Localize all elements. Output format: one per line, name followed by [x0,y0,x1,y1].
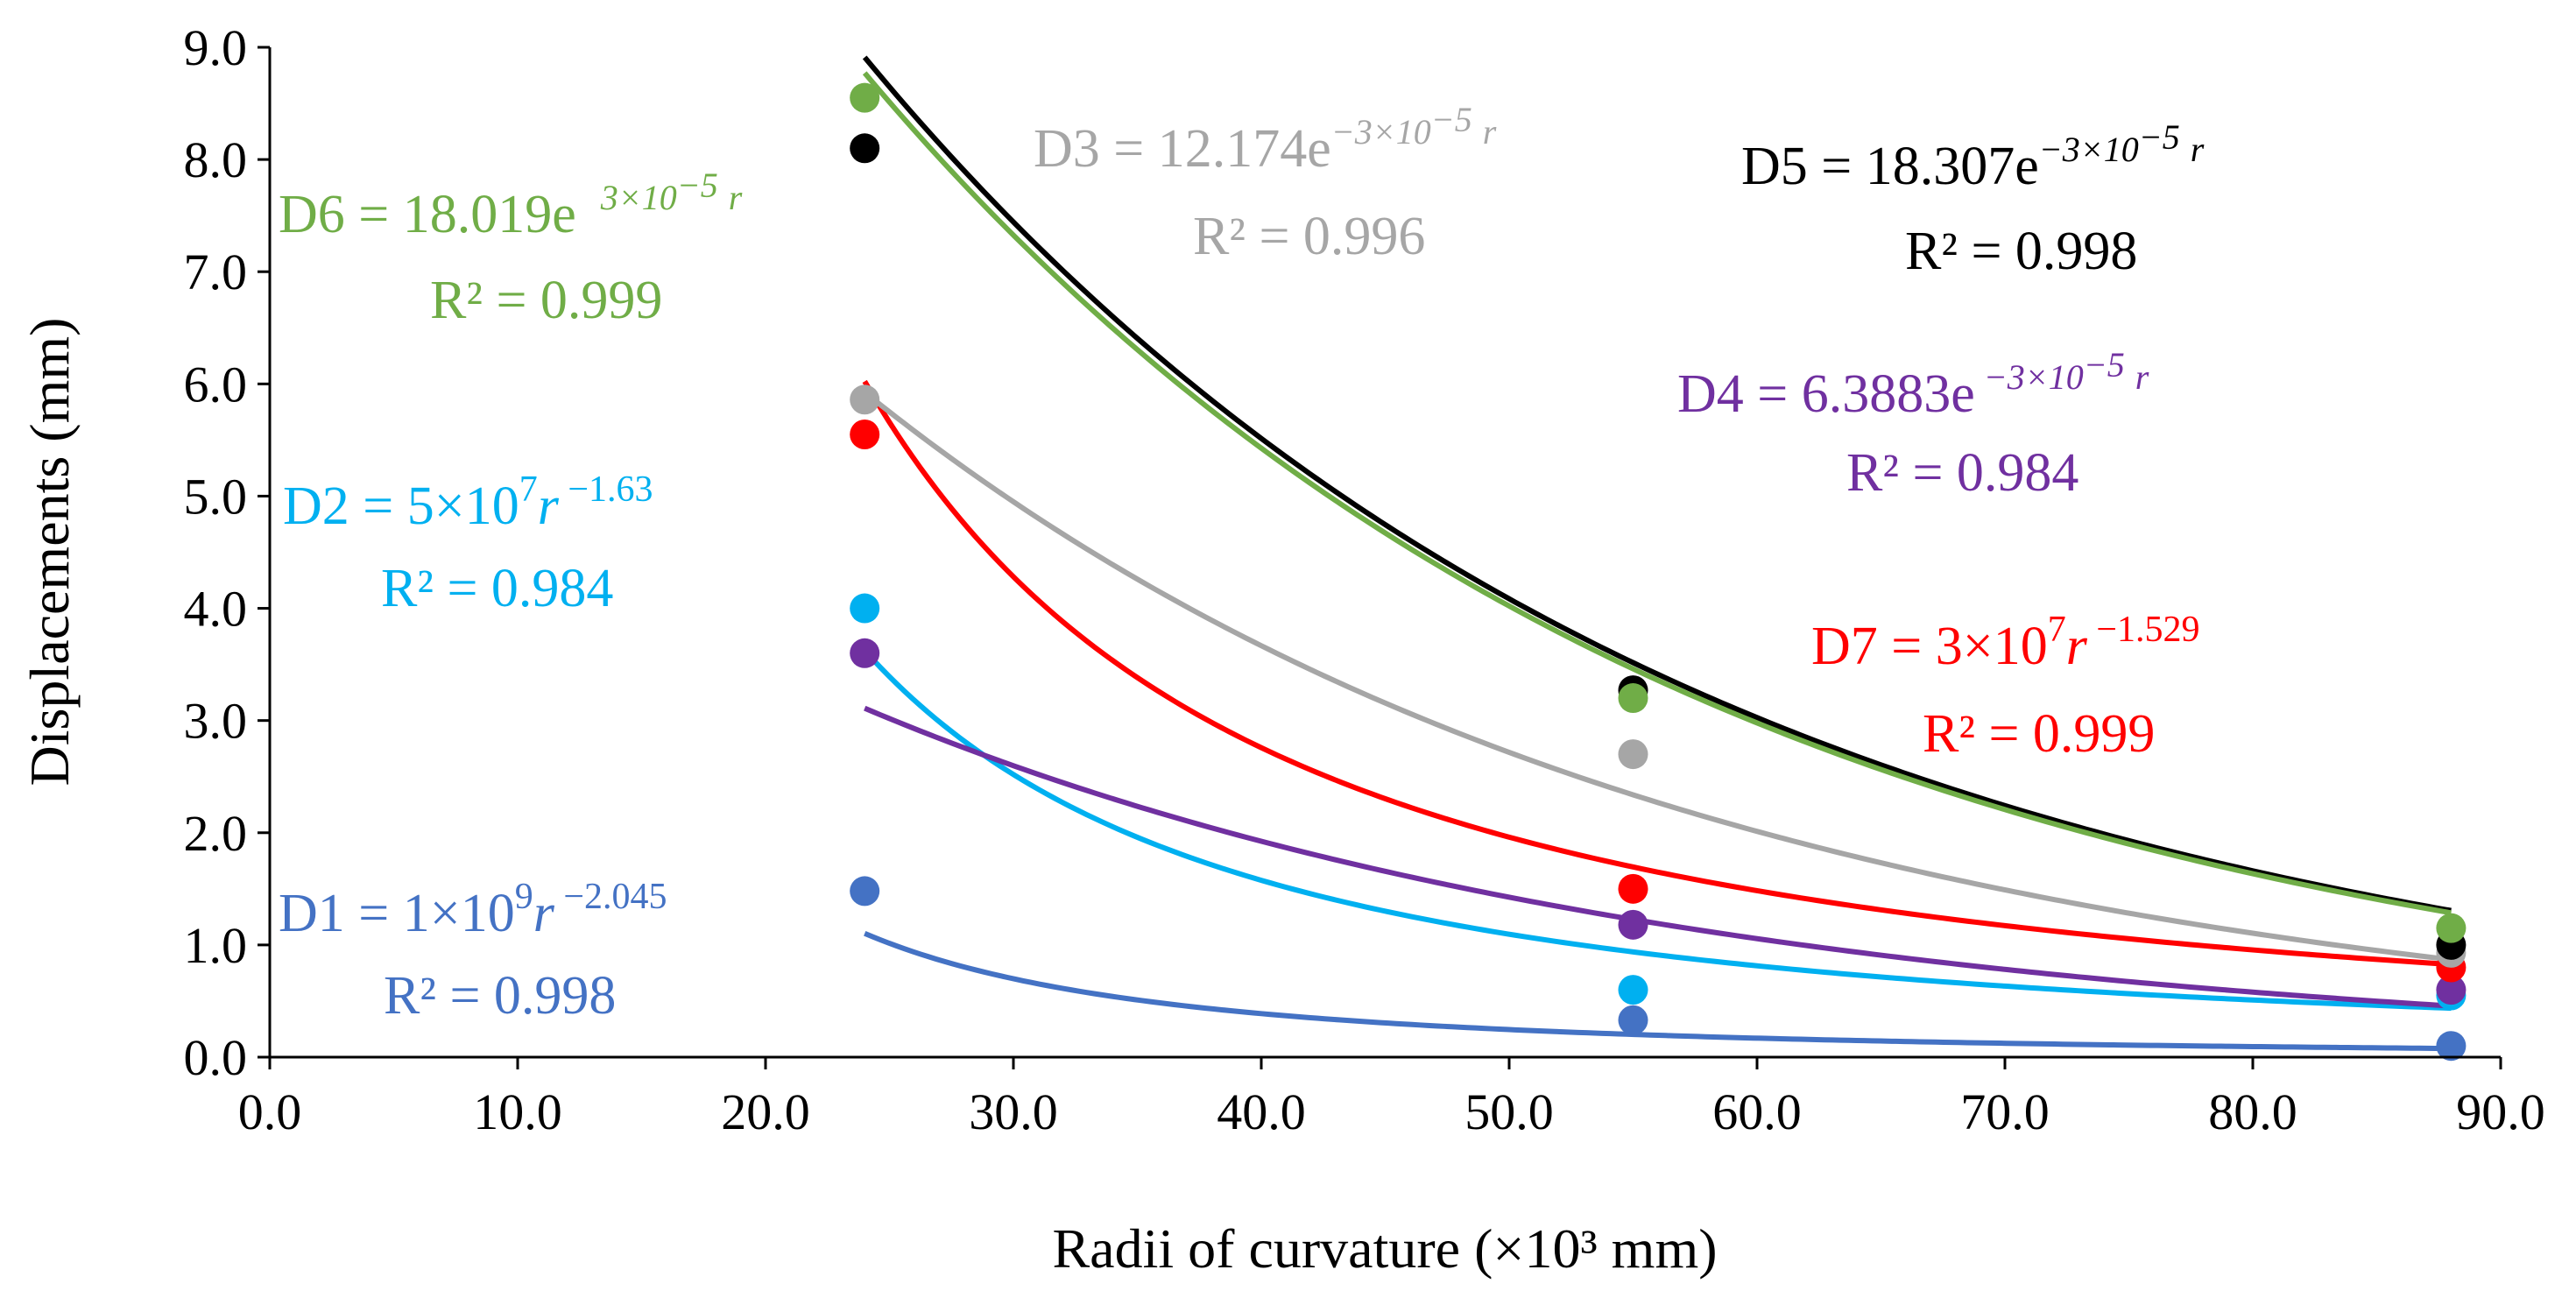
x-tick-label: 60.0 [1712,1083,1802,1140]
trendline-d4 [864,705,2452,1009]
label-d4: D4 = 6.3883e −3×10−5 r R² = 0.984 [1677,345,2149,503]
equation-d2: D2 = 5×107r −1.63 [283,469,653,536]
equation-d3: D3 = 12.174e−3×10−5 r [1034,100,1497,179]
data-point-d7 [850,419,880,449]
data-point-d2 [1618,975,1648,1005]
x-tick-label: 20.0 [721,1083,810,1140]
label-d5: D5 = 18.307e−3×10−5 r R² = 0.998 [1741,117,2205,281]
x-tick-label: 70.0 [1960,1083,2050,1140]
r2-d7: R² = 0.999 [1923,704,2155,764]
y-axis-title: Displacements (mm) [18,318,81,787]
equation-d1: D1 = 1×109r −2.045 [279,877,667,943]
data-point-d4 [2436,975,2467,1005]
trendlines [862,55,2452,1052]
label-d3: D3 = 12.174e−3×10−5 r R² = 0.996 [1034,100,1497,266]
y-tick-label: 5.0 [184,468,248,525]
r2-d3: R² = 0.996 [1193,207,1425,266]
y-tick-label: 7.0 [184,243,248,300]
equation-d7: D7 = 3×107r −1.529 [1811,610,2200,676]
x-tick-label: 80.0 [2208,1083,2297,1140]
data-point-d5 [850,133,880,164]
label-d6: D6 = 18.019e 3×10−5 r R² = 0.999 [279,166,743,330]
label-d7: D7 = 3×107r −1.529 R² = 0.999 [1811,610,2200,764]
equation-d5: D5 = 18.307e−3×10−5 r [1741,117,2205,196]
x-tick-label: 30.0 [969,1083,1058,1140]
data-point-d4 [1618,909,1648,940]
y-tick-label: 1.0 [184,917,248,974]
trendline-d7 [862,379,2452,968]
data-point-d3 [850,384,880,415]
y-tick-label: 0.0 [184,1029,248,1086]
x-tick-label: 50.0 [1464,1083,1554,1140]
data-point-d1 [850,876,880,906]
plot-area: 0.0 1.0 2.0 3.0 4.0 5.0 6.0 7.0 8.0 9.0 0.0 10.0 20.… [184,19,2545,1140]
x-tick-label: 90.0 [2456,1083,2545,1140]
r2-d2: R² = 0.984 [381,559,613,618]
axis-ticks: 0.0 1.0 2.0 3.0 4.0 5.0 6.0 7.0 8.0 9.0 0.0 10.0 20.… [184,19,2545,1140]
trendline-d5 [862,55,2452,914]
trendline-d6 [862,71,2452,916]
label-d1: D1 = 1×109r −2.045 R² = 0.998 [279,877,667,1026]
data-point-d1 [2436,1031,2467,1062]
trendline-d3 [863,390,2452,963]
y-tick-label: 6.0 [184,356,248,413]
label-d2: D2 = 5×107r −1.63 R² = 0.984 [283,469,653,618]
y-tick-label: 8.0 [184,131,248,188]
data-points [850,82,2467,1062]
r2-d6: R² = 0.999 [430,271,662,330]
r2-d4: R² = 0.984 [1846,443,2078,503]
x-tick-label: 40.0 [1217,1083,1306,1140]
equation-d6: D6 = 18.019e 3×10−5 r [279,166,743,244]
data-point-d7 [1618,873,1648,904]
data-point-d2 [850,593,880,624]
data-point-d6 [2436,913,2467,943]
equation-d4: D4 = 6.3883e −3×10−5 r [1677,345,2149,424]
r2-d5: R² = 0.998 [1905,222,2137,281]
r2-d1: R² = 0.998 [384,966,616,1026]
y-tick-label: 4.0 [184,581,248,638]
data-point-d1 [1618,1005,1648,1035]
data-point-d4 [850,638,880,668]
y-tick-label: 3.0 [184,693,248,750]
trendline-d2 [862,648,2452,1012]
x-axis-title: Radii of curvature (×10³ mm) [1052,1217,1717,1280]
y-tick-label: 9.0 [184,19,248,76]
trendline-d1 [864,930,2452,1052]
data-point-d6 [1618,683,1648,714]
data-point-d3 [1618,739,1648,770]
x-tick-label: 0.0 [238,1083,302,1140]
y-tick-label: 2.0 [184,805,248,862]
x-tick-label: 10.0 [473,1083,562,1140]
data-point-d6 [850,82,880,113]
